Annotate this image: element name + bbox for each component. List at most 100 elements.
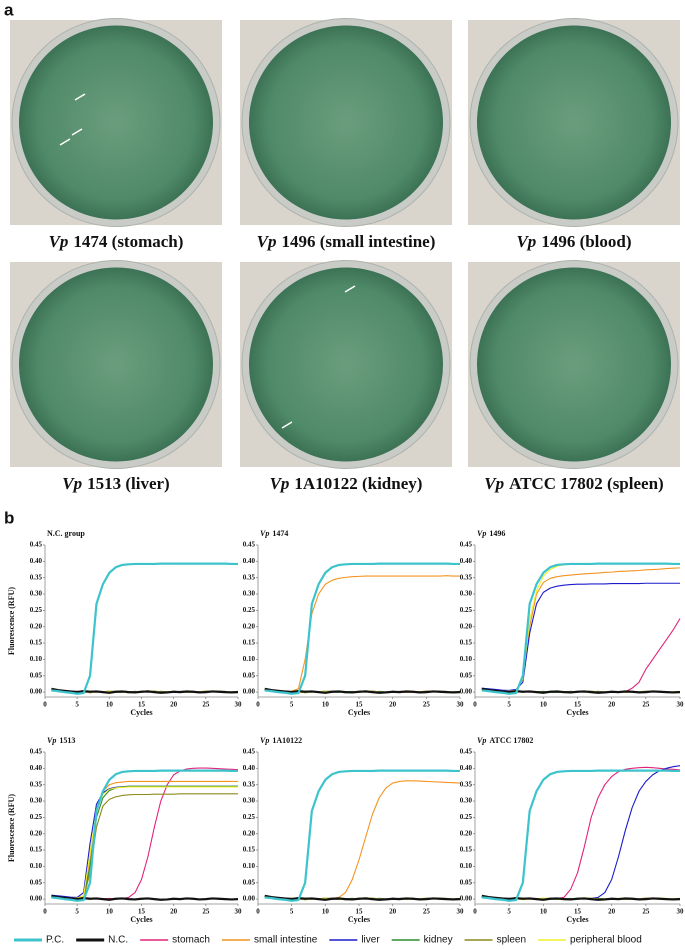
x-tick-label: 10 bbox=[106, 908, 114, 916]
x-tick-label: 20 bbox=[608, 908, 616, 916]
x-tick-label: 15 bbox=[356, 701, 364, 709]
x-tick-label: 20 bbox=[170, 908, 178, 916]
x-tick-label: 10 bbox=[106, 701, 114, 709]
y-tick-label: 0.10 bbox=[460, 862, 473, 870]
chart-title-species: Vp bbox=[477, 529, 486, 538]
legend-label: stomach bbox=[172, 935, 210, 946]
y-tick-label: 0.25 bbox=[460, 606, 473, 614]
y-tick-label: 0.20 bbox=[460, 622, 473, 630]
chart-title-text: N.C. group bbox=[47, 529, 85, 538]
chart-title-text: 1474 bbox=[272, 529, 288, 538]
x-tick-label: 20 bbox=[389, 908, 397, 916]
x-tick-label: 10 bbox=[540, 908, 548, 916]
photo-caption: Vp 1A10122 (kidney) bbox=[270, 474, 423, 493]
series-line bbox=[481, 766, 681, 900]
arrow bbox=[281, 421, 293, 429]
arrow bbox=[74, 93, 86, 101]
caption-text: 1496 (small intestine) bbox=[281, 232, 435, 251]
chart-title-text: ATCC 17802 bbox=[489, 736, 533, 745]
caption-text: 1A10122 (kidney) bbox=[294, 474, 422, 493]
legend-label: small intestine bbox=[254, 935, 318, 946]
photo-grid: Vp 1474 (stomach) Vp 1496 (small intestine)… bbox=[10, 18, 680, 493]
series-line bbox=[264, 780, 461, 900]
y-tick-label: 0.20 bbox=[460, 829, 473, 837]
series-line bbox=[51, 785, 238, 899]
chart-title-species: Vp bbox=[477, 736, 486, 745]
chart-title-text: 1513 bbox=[59, 736, 75, 745]
x-tick-label: 0 bbox=[256, 701, 260, 709]
legend-label: peripheral blood bbox=[570, 935, 642, 946]
y-tick-label: 0.05 bbox=[460, 671, 473, 679]
y-tick-label: 0.00 bbox=[30, 895, 43, 903]
chart: 0.00 0.05 0.10 0.15 0.20 0.25 0.30 0.35 0.40 0.45… bbox=[7, 529, 242, 717]
chart-title-text: 1A10122 bbox=[272, 736, 302, 745]
x-tick-label: 30 bbox=[235, 908, 243, 916]
x-tick-label: 5 bbox=[507, 908, 511, 916]
x-tick-label: 5 bbox=[75, 908, 79, 916]
y-tick-label: 0.35 bbox=[243, 573, 256, 581]
x-tick-label: 25 bbox=[423, 908, 431, 916]
arrow bbox=[71, 128, 83, 136]
y-tick-label: 0.05 bbox=[460, 878, 473, 886]
chart-title: Vp ATCC 17802 bbox=[477, 736, 533, 745]
y-tick-label: 0.15 bbox=[30, 846, 43, 854]
agar-plate bbox=[477, 25, 671, 220]
y-tick-label: 0.35 bbox=[460, 573, 473, 581]
series-line bbox=[481, 894, 681, 901]
photo-caption: Vp 1496 (blood) bbox=[516, 232, 631, 251]
x-tick-label: 5 bbox=[507, 701, 511, 709]
x-tick-label: 10 bbox=[322, 701, 330, 709]
y-tick-label: 0.05 bbox=[243, 671, 256, 679]
legend: P.C. N.C. stomach small intestine liver kidne… bbox=[14, 935, 642, 946]
y-tick-label: 0.00 bbox=[460, 688, 473, 696]
y-tick-label: 0.20 bbox=[243, 622, 256, 630]
x-tick-label: 10 bbox=[540, 701, 548, 709]
agar-plate bbox=[249, 267, 443, 462]
y-tick-label: 0.35 bbox=[30, 573, 43, 581]
chart: 0.00 0.05 0.10 0.15 0.20 0.25 0.30 0.35 0.40 0.45… bbox=[243, 529, 464, 717]
y-tick-label: 0.25 bbox=[460, 813, 473, 821]
chart: 0.00 0.05 0.10 0.15 0.20 0.25 0.30 0.35 0.40 0.45… bbox=[243, 736, 464, 924]
caption-species: Vp bbox=[516, 232, 536, 251]
chart: 0.00 0.05 0.10 0.15 0.20 0.25 0.30 0.35 0.40 0.45… bbox=[7, 736, 242, 924]
y-tick-label: 0.40 bbox=[460, 764, 473, 772]
x-tick-label: 10 bbox=[322, 908, 330, 916]
series-line bbox=[264, 562, 460, 695]
chart-title-species: Vp bbox=[260, 529, 269, 538]
chart: 0.00 0.05 0.10 0.15 0.20 0.25 0.30 0.35 0.40 0.45… bbox=[460, 736, 684, 924]
panel-label: b bbox=[4, 508, 14, 527]
photo-caption: Vp 1496 (small intestine) bbox=[257, 232, 436, 251]
chart-title: Vp 1513 bbox=[47, 736, 75, 745]
panel-label: a bbox=[4, 0, 14, 19]
x-axis-label: Cycles bbox=[348, 915, 370, 924]
x-tick-label: 20 bbox=[389, 701, 397, 709]
series-line bbox=[481, 769, 680, 902]
y-tick-label: 0.15 bbox=[243, 639, 256, 647]
y-tick-label: 0.40 bbox=[460, 557, 473, 565]
x-tick-label: 0 bbox=[473, 701, 477, 709]
y-tick-label: 0.05 bbox=[243, 878, 256, 886]
chart: 0.00 0.05 0.10 0.15 0.20 0.25 0.30 0.35 0.40 0.45… bbox=[460, 529, 684, 717]
y-tick-label: 0.10 bbox=[243, 655, 256, 663]
series-line bbox=[51, 562, 238, 695]
y-tick-label: 0.30 bbox=[243, 797, 256, 805]
legend-label: liver bbox=[361, 935, 380, 946]
x-tick-label: 15 bbox=[356, 908, 364, 916]
series-line bbox=[51, 894, 239, 901]
chart-title-species: Vp bbox=[47, 736, 56, 745]
x-tick-label: 0 bbox=[473, 908, 477, 916]
y-tick-label: 0.10 bbox=[30, 862, 43, 870]
y-tick-label: 0.00 bbox=[243, 688, 256, 696]
y-tick-label: 0.30 bbox=[30, 590, 43, 598]
x-axis-label: Cycles bbox=[566, 708, 588, 717]
x-tick-label: 15 bbox=[574, 908, 582, 916]
y-tick-label: 0.10 bbox=[243, 862, 256, 870]
caption-text: 1513 (liver) bbox=[87, 474, 170, 493]
y-tick-label: 0.30 bbox=[30, 797, 43, 805]
x-tick-label: 15 bbox=[574, 701, 582, 709]
caption-text: 1496 (blood) bbox=[541, 232, 631, 251]
series-line bbox=[51, 769, 238, 902]
y-tick-label: 0.35 bbox=[30, 780, 43, 788]
caption-species: Vp bbox=[484, 474, 504, 493]
